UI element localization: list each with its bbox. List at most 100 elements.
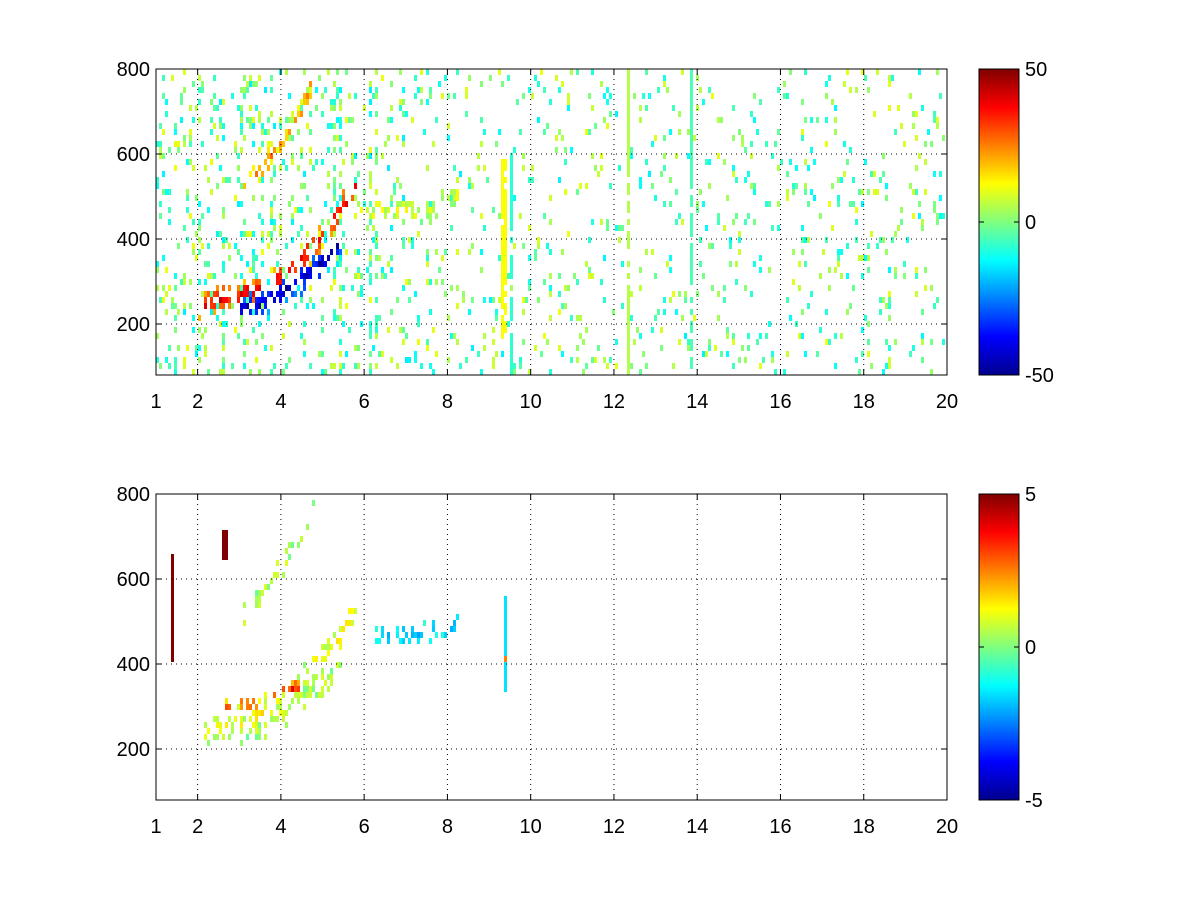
heatmap-cell	[174, 357, 177, 363]
heatmap-cell	[207, 728, 210, 734]
heatmap-cell	[210, 99, 213, 105]
heatmap-cell	[309, 686, 312, 692]
heatmap-cell	[504, 267, 507, 273]
heatmap-cell	[303, 321, 306, 327]
heatmap-cell	[255, 590, 258, 596]
heatmap-cell	[243, 93, 246, 99]
heatmap-cell	[588, 93, 591, 99]
heatmap-cell	[480, 117, 483, 123]
heatmap-cell	[501, 291, 504, 297]
heatmap-cell	[381, 153, 384, 159]
heatmap-cell	[252, 710, 255, 716]
heatmap-cell	[192, 249, 195, 255]
heatmap-cell	[309, 261, 312, 267]
heatmap-cell	[747, 345, 750, 351]
heatmap-cell	[522, 309, 525, 315]
heatmap-cell	[300, 225, 303, 231]
heatmap-cell	[690, 117, 693, 123]
heatmap-cell	[237, 177, 240, 183]
heatmap-cell	[663, 297, 666, 303]
heatmap-cell	[393, 189, 396, 195]
heatmap-cell	[330, 207, 333, 213]
heatmap-cell	[231, 728, 234, 734]
heatmap-cell	[279, 698, 282, 704]
heatmap-cell	[306, 686, 309, 692]
heatmap-cell	[195, 195, 198, 201]
colorbar-label: -5	[1025, 790, 1043, 812]
heatmap-cell	[936, 117, 939, 123]
heatmap-cell	[642, 351, 645, 357]
heatmap-cell	[411, 117, 414, 123]
heatmap-cell	[429, 207, 432, 213]
heatmap-cell	[801, 99, 804, 105]
heatmap-cell	[507, 273, 510, 279]
heatmap-cell	[567, 93, 570, 99]
heatmap-cell	[630, 153, 633, 159]
heatmap-cell	[606, 219, 609, 225]
heatmap-cell	[717, 219, 720, 225]
heatmap-cell	[504, 674, 507, 680]
heatmap-cell	[738, 231, 741, 237]
heatmap-cell	[243, 303, 246, 309]
heatmap-cell	[927, 129, 930, 135]
heatmap-cell	[387, 135, 390, 141]
heatmap-cell	[468, 309, 471, 315]
heatmap-cell	[828, 267, 831, 273]
heatmap-cell	[753, 189, 756, 195]
heatmap-cell	[252, 231, 255, 237]
heatmap-cell	[456, 303, 459, 309]
heatmap-cell	[483, 297, 486, 303]
heatmap-cell	[837, 261, 840, 267]
heatmap-cell	[312, 303, 315, 309]
heatmap-cell	[816, 351, 819, 357]
plot-area-bottom	[156, 494, 947, 800]
heatmap-cell	[345, 267, 348, 273]
heatmap-cell	[183, 135, 186, 141]
heatmap-cell	[627, 321, 630, 327]
heatmap-cell	[501, 273, 504, 279]
heatmap-cell	[504, 189, 507, 195]
heatmap-cell	[627, 117, 630, 123]
heatmap-cell	[504, 662, 507, 668]
heatmap-cell	[249, 123, 252, 129]
heatmap-cell	[879, 309, 882, 315]
heatmap-cell	[468, 75, 471, 81]
heatmap-cell	[309, 87, 312, 93]
heatmap-cell	[555, 75, 558, 81]
heatmap-cell	[915, 135, 918, 141]
heatmap-cell	[774, 369, 777, 375]
heatmap-cell	[387, 117, 390, 123]
heatmap-cell	[411, 201, 414, 207]
heatmap-cell	[570, 69, 573, 75]
x-tick-label: 20	[936, 391, 958, 413]
heatmap-cell	[201, 243, 204, 249]
heatmap-cell	[186, 189, 189, 195]
heatmap-cell	[666, 261, 669, 267]
heatmap-cell	[285, 165, 288, 171]
heatmap-cell	[720, 351, 723, 357]
heatmap-cell	[678, 291, 681, 297]
heatmap-cell	[687, 129, 690, 135]
heatmap-cell	[234, 141, 237, 147]
heatmap-cell	[339, 285, 342, 291]
heatmap-cell	[801, 333, 804, 339]
heatmap-cell	[201, 87, 204, 93]
heatmap-cell	[174, 315, 177, 321]
heatmap-cell	[252, 309, 255, 315]
heatmap-cell	[831, 183, 834, 189]
heatmap-cell	[282, 572, 285, 578]
heatmap-cell	[162, 171, 165, 177]
heatmap-cell	[168, 345, 171, 351]
heatmap-cell	[348, 327, 351, 333]
heatmap-cell	[264, 297, 267, 303]
heatmap-cell	[225, 704, 228, 710]
heatmap-cell	[294, 207, 297, 213]
heatmap-cell	[195, 105, 198, 111]
heatmap-cell	[282, 686, 285, 692]
heatmap-cell	[198, 345, 201, 351]
heatmap-cell	[201, 213, 204, 219]
heatmap-cell	[396, 297, 399, 303]
heatmap-cell	[237, 333, 240, 339]
heatmap-cell	[240, 291, 243, 297]
